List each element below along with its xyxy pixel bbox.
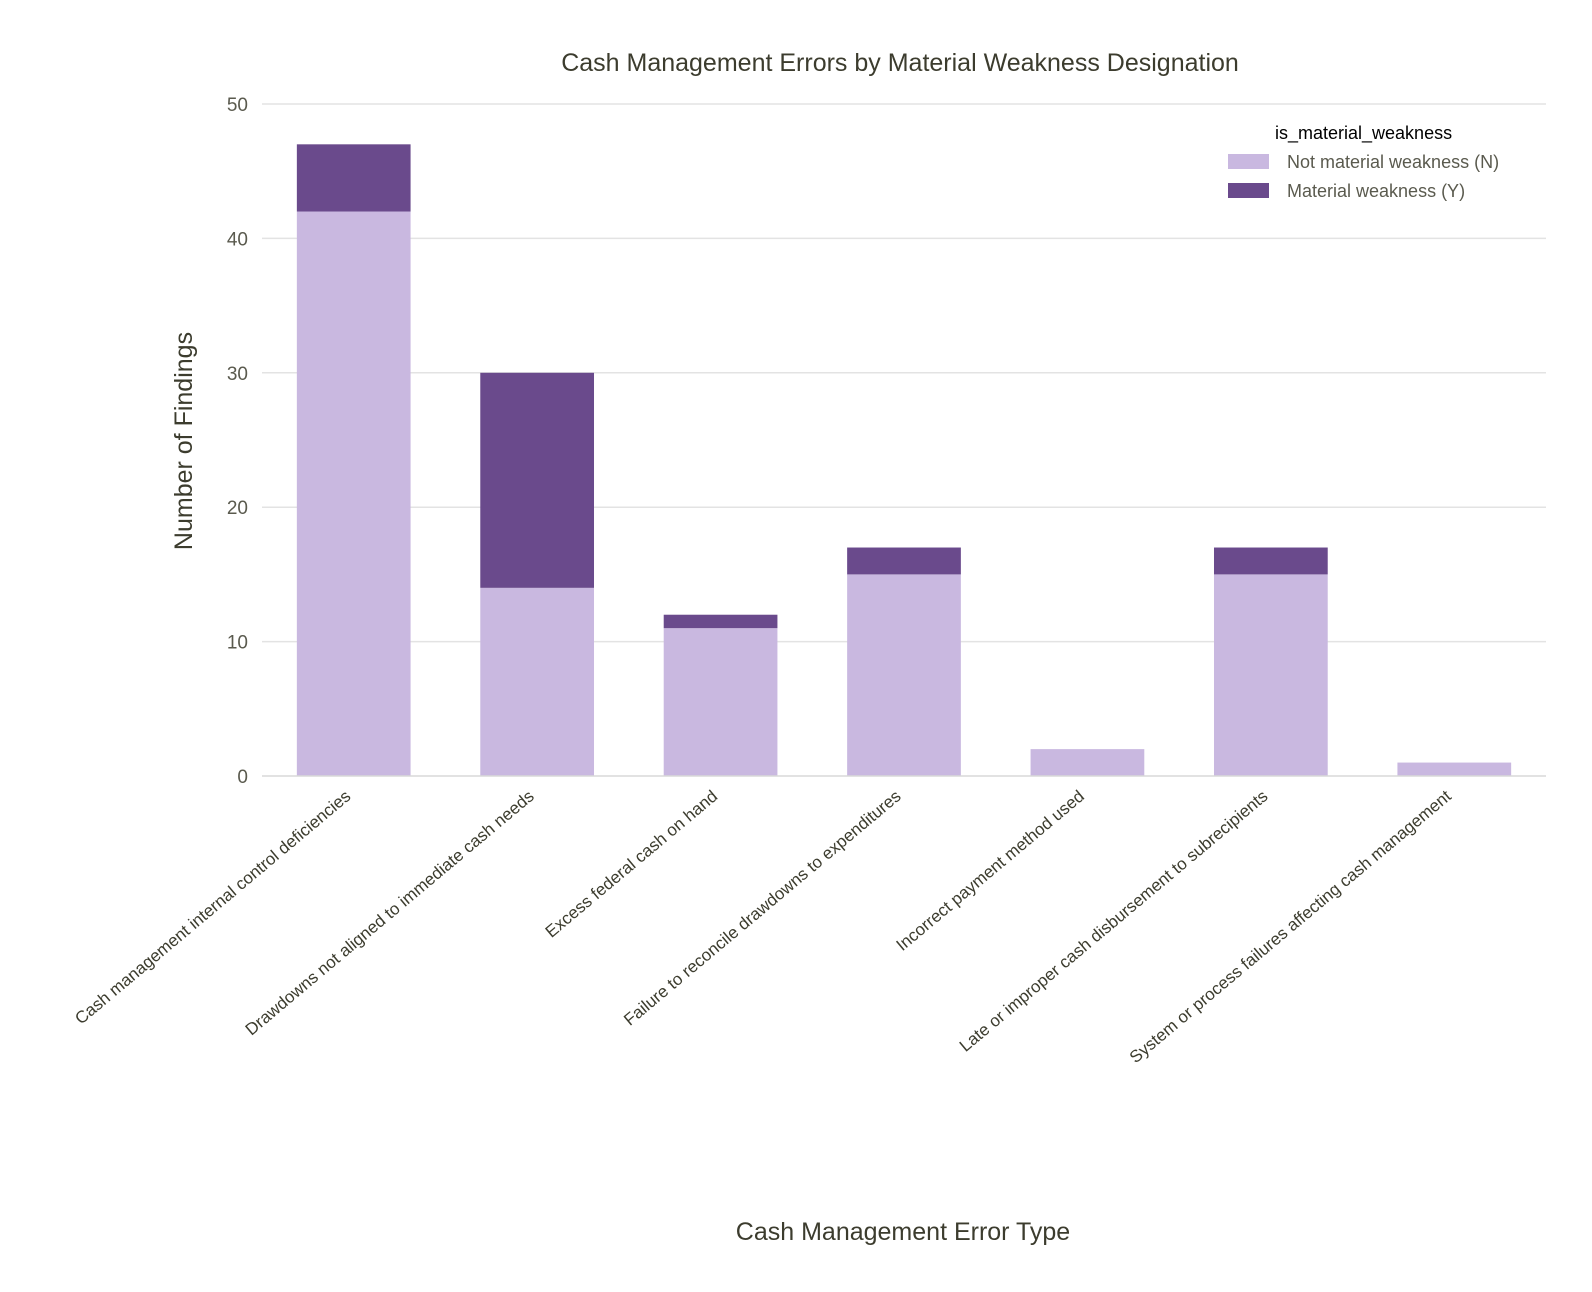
bar-not-material-weakness [480,587,595,776]
bar-material-weakness [1213,547,1328,575]
y-tick-label: 20 [227,498,248,519]
legend-label: Material weakness (Y) [1287,181,1465,201]
legend-swatch [1228,154,1269,169]
bar-material-weakness [847,547,961,575]
bar-not-material-weakness [847,574,961,776]
bars [296,144,1512,776]
y-tick-label: 30 [227,364,248,385]
bar-material-weakness [663,614,778,629]
x-tick-label: Late or improper cash disbursement to su… [956,787,1272,1056]
legend-swatch [1228,183,1269,198]
legend-title: is_material_weakness [1275,123,1452,144]
x-tick-label: Failure to reconcile drawdowns to expend… [620,787,904,1030]
x-tick-label: Cash management internal control deficie… [71,787,354,1029]
x-axis-label: Cash Management Error Type [736,1218,1070,1246]
bar-material-weakness [296,144,411,212]
x-tick-label: Drawdowns not aligned to immediate cash … [242,787,538,1040]
legend: is_material_weakness Not material weakne… [1228,123,1499,201]
x-tick-label: Incorrect payment method used [893,787,1088,955]
y-axis-label: Number of Findings [170,332,198,550]
bar-not-material-weakness [1030,749,1145,776]
bar-not-material-weakness [1397,762,1512,776]
gridlines [262,103,1546,643]
legend-label: Not material weakness (N) [1287,152,1499,172]
chart-title: Cash Management Errors by Material Weakn… [561,49,1239,77]
y-axis-ticks: 0 10 20 30 40 50 [227,95,248,788]
y-tick-label: 50 [227,95,248,116]
y-tick-label: 40 [227,229,248,250]
x-tick-label: Excess federal cash on hand [542,787,721,942]
y-tick-label: 10 [227,633,248,654]
x-tick-label: System or process failures affecting cas… [1126,786,1455,1067]
y-tick-label: 0 [237,767,248,788]
bar-not-material-weakness [663,628,778,776]
bar-not-material-weakness [1213,574,1328,776]
bar-material-weakness [480,372,595,588]
x-axis-ticks: Cash management internal control deficie… [71,786,1455,1067]
bar-not-material-weakness [296,211,411,776]
